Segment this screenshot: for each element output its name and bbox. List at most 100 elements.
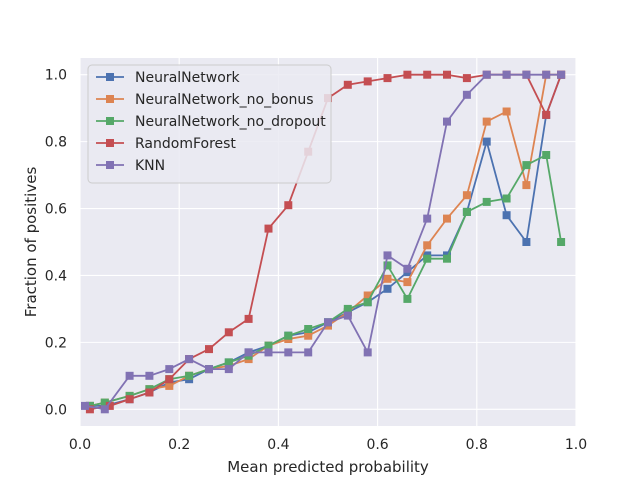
data-point — [205, 345, 213, 354]
data-point — [542, 110, 551, 119]
data-point — [443, 254, 451, 263]
data-point — [383, 274, 392, 283]
data-point — [85, 405, 94, 414]
y-tick-label: 0.0 — [45, 402, 67, 418]
legend-item: NeuralNetwork — [96, 70, 241, 86]
data-point — [165, 375, 174, 384]
data-point — [482, 117, 491, 126]
data-point — [224, 365, 233, 374]
data-point — [502, 107, 511, 116]
y-axis-label: Fraction of positives — [22, 167, 40, 318]
data-point — [363, 298, 372, 307]
data-point — [502, 211, 511, 220]
data-point — [522, 238, 531, 246]
data-point — [343, 311, 352, 320]
data-point — [423, 70, 432, 79]
y-tick-label: 0.6 — [45, 202, 67, 218]
data-point — [482, 197, 491, 206]
data-point — [403, 278, 412, 287]
data-point — [100, 398, 109, 407]
data-point — [423, 214, 432, 223]
data-point — [443, 214, 451, 223]
legend-label: RandomForest — [135, 136, 236, 152]
data-point — [403, 70, 412, 79]
legend-marker — [106, 95, 114, 103]
data-point — [185, 371, 194, 380]
data-point — [482, 70, 491, 79]
data-point — [284, 201, 293, 210]
x-tick-label: 0.0 — [69, 437, 91, 453]
y-tick-label: 0.8 — [45, 135, 67, 151]
data-point — [462, 191, 471, 200]
data-point — [462, 74, 471, 83]
y-tick-label: 0.4 — [45, 268, 67, 284]
legend-marker — [106, 73, 114, 81]
legend-item: NeuralNetwork_no_bonus — [96, 92, 314, 108]
y-tick-label: 1.0 — [45, 68, 67, 84]
legend-label: NeuralNetwork_no_bonus — [135, 92, 314, 108]
legend-marker — [106, 117, 114, 125]
legend-label: KNN — [135, 158, 165, 174]
data-point — [205, 365, 213, 374]
data-point — [284, 331, 293, 340]
data-point — [165, 381, 174, 390]
data-point — [244, 314, 253, 323]
series-layer — [81, 70, 566, 414]
data-point — [304, 348, 313, 357]
series-KNN — [81, 70, 566, 414]
data-point — [383, 74, 392, 83]
x-axis-label: Mean predicted probability — [227, 458, 429, 476]
data-point — [224, 328, 233, 337]
data-point — [542, 70, 551, 79]
data-point — [264, 341, 273, 350]
data-point — [522, 161, 531, 170]
data-point — [125, 395, 134, 404]
data-point — [443, 70, 451, 79]
data-point — [185, 355, 194, 364]
data-point — [482, 137, 491, 146]
data-point — [100, 405, 109, 414]
data-point — [343, 80, 352, 89]
data-point — [244, 348, 253, 357]
x-tick-label: 0.4 — [267, 437, 289, 453]
data-point — [145, 371, 154, 380]
data-point — [363, 348, 372, 357]
data-point — [363, 77, 372, 86]
data-point — [264, 348, 273, 357]
data-point — [502, 194, 511, 203]
data-point — [324, 318, 332, 327]
y-tick-labels: 0.0 0.2 0.4 0.6 0.8 1.0 — [45, 68, 67, 419]
data-point — [423, 241, 432, 250]
x-tick-label: 0.2 — [168, 437, 190, 453]
legend-marker — [106, 139, 114, 147]
data-point — [165, 365, 174, 374]
data-point — [502, 70, 511, 79]
data-point — [462, 90, 471, 99]
legend: NeuralNetwork NeuralNetwork_no_bonus Neura… — [87, 64, 332, 184]
data-point — [557, 70, 566, 79]
legend-label: NeuralNetwork_no_dropout — [135, 114, 326, 130]
legend-item: KNN — [96, 158, 165, 174]
data-point — [224, 358, 233, 367]
legend-box — [87, 64, 332, 184]
y-tick-label: 0.2 — [45, 335, 67, 351]
data-point — [443, 117, 451, 126]
data-point — [462, 207, 471, 216]
legend-item: NeuralNetwork_no_dropout — [96, 114, 326, 130]
x-tick-label: 1.0 — [565, 437, 587, 453]
x-tick-label: 0.6 — [366, 437, 388, 453]
legend-marker — [106, 161, 114, 169]
data-point — [383, 261, 392, 270]
data-point — [304, 331, 313, 340]
legend-label: NeuralNetwork — [135, 70, 241, 86]
data-point — [145, 388, 154, 397]
data-point — [105, 401, 114, 410]
x-tick-labels: 0.0 0.2 0.4 0.6 0.8 1.0 — [69, 437, 587, 453]
data-point — [264, 224, 273, 233]
data-point — [284, 348, 293, 357]
data-point — [423, 254, 432, 263]
data-point — [363, 291, 372, 300]
x-tick-label: 0.8 — [466, 437, 488, 453]
legend-item: RandomForest — [96, 136, 236, 152]
data-point — [343, 304, 352, 313]
